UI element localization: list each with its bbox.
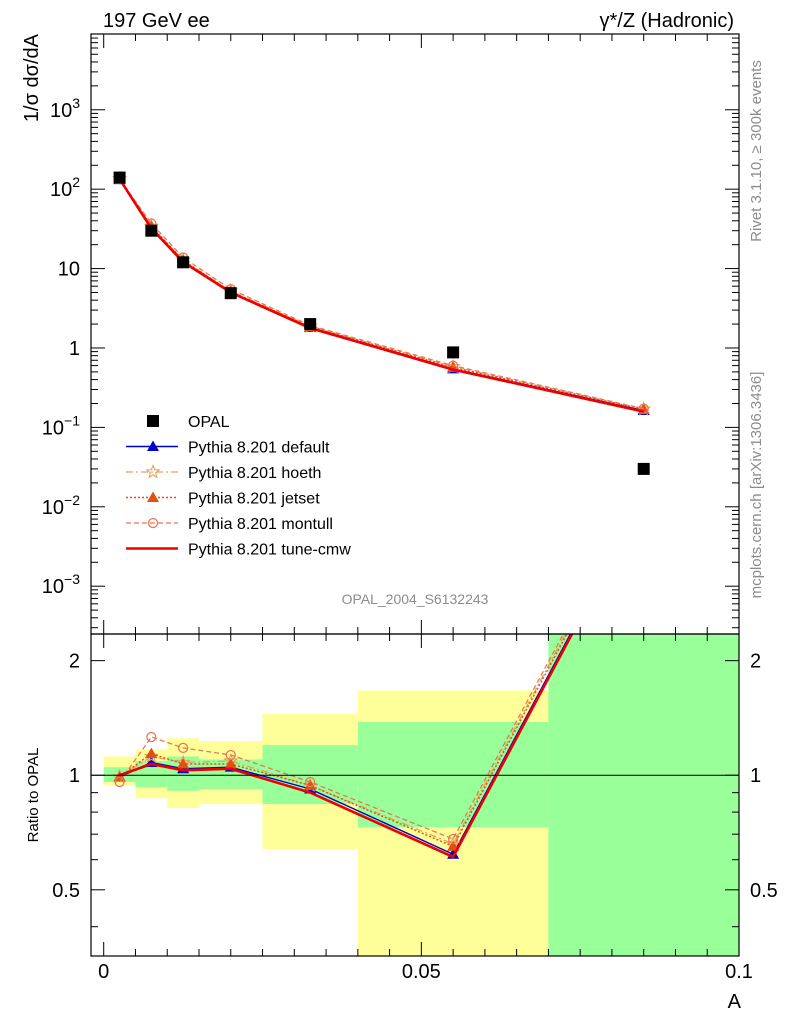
main-line-tune_cmw <box>118 178 644 413</box>
ratio-point-jetset <box>224 758 237 769</box>
main-line-jetset <box>119 177 644 411</box>
ratio-point-jetset <box>447 840 460 851</box>
ratio-frame <box>90 633 740 957</box>
x-tick-label: 0.1 <box>725 961 753 983</box>
main-point-opal <box>447 346 460 359</box>
legend-label-default: Pythia 8.201 default <box>188 440 330 457</box>
main-point-opal <box>145 224 158 237</box>
ratio-point-montull <box>177 742 189 754</box>
ratio-point-montull <box>146 731 157 743</box>
legend-marker-jetset <box>147 491 159 502</box>
main-point-montull <box>638 403 649 414</box>
main-point-opal <box>177 256 190 269</box>
main-y-tick-label: 10−2 <box>42 492 80 519</box>
legend-marker-opal <box>147 415 159 427</box>
side-label-mcplots: mcplots.cern.ch [arXiv:1306.3436] <box>748 372 765 599</box>
band-inner-6 <box>548 634 739 956</box>
main-point-opal <box>224 287 237 300</box>
x-axis-label: A <box>728 991 742 1013</box>
main-y-tick-label: 1 <box>69 338 80 360</box>
ratio-point-default <box>638 490 650 501</box>
main-y-tick-label: 103 <box>50 95 80 122</box>
legend-label-tune_cmw: Pythia 8.201 tune-cmw <box>188 542 351 559</box>
ratio-y-axis-label: Ratio to OPAL <box>25 748 42 843</box>
band-inner-5 <box>357 721 549 828</box>
header-energy: 197 GeV ee <box>103 10 210 32</box>
main-y-axis-label: 1/σ dσ/dA <box>21 33 43 122</box>
ratio-point-jetset <box>638 484 650 495</box>
ratio-point-montull <box>114 776 125 788</box>
ratio-line-montull <box>119 634 565 840</box>
x-tick-label: 0 <box>98 961 109 983</box>
legend-marker-default <box>147 440 159 451</box>
main-y-tick-label: 10 <box>58 259 80 281</box>
ratio-series-group <box>111 480 650 859</box>
axes-group: 10−3 10−2 10−1 1 10 102 103 0.5 0.5 1 1 2 2 0 0.05 0.1 <box>42 33 778 983</box>
main-y-tick-label: 102 <box>50 174 80 201</box>
ratio-y-tick-label-right: 0.5 <box>750 880 778 902</box>
legend-label-montull: Pythia 8.201 montull <box>188 516 333 533</box>
ratio-point-montull <box>305 776 316 788</box>
x-tick-label: 0.05 <box>402 961 441 983</box>
legend-marker-hoeth <box>145 463 161 479</box>
ratio-line-tune_cmw <box>119 634 574 859</box>
main-line-montull <box>119 178 644 410</box>
ratio-uncertainty-bands <box>103 634 739 956</box>
main-y-tick-label: 10−3 <box>42 571 80 598</box>
ratio-y-tick-label-right: 1 <box>750 765 761 787</box>
main-point-opal <box>113 171 126 184</box>
side-label-rivet: Rivet 3.1.10, ≥ 300k events <box>748 60 765 242</box>
ratio-y-tick-label: 0.5 <box>52 880 80 902</box>
band-inner-4 <box>262 745 358 805</box>
legend-label-opal: OPAL <box>188 414 230 431</box>
ratio-y-tick-label-right: 2 <box>750 651 761 673</box>
main-y-tick-label: 10−1 <box>42 412 80 439</box>
ratio-point-montull <box>639 480 648 489</box>
ratio-point-jetset <box>145 747 158 759</box>
legend-marker-montull <box>147 517 159 529</box>
legend-label-jetset: Pythia 8.201 jetset <box>188 491 320 508</box>
ratio-point-montull <box>225 749 236 761</box>
ratio-point-montull <box>447 833 459 845</box>
ratio-point-jetset <box>177 758 190 769</box>
main-point-opal <box>637 462 650 475</box>
ratio-y-tick-label: 2 <box>69 651 80 673</box>
ratio-y-tick-label: 1 <box>69 765 80 787</box>
main-series-group <box>111 170 652 475</box>
ratio-point-jetset <box>304 779 317 790</box>
header-process: γ*/Z (Hadronic) <box>600 10 734 32</box>
legend-label-hoeth: Pythia 8.201 hoeth <box>188 465 321 482</box>
main-line-hoeth <box>119 178 644 410</box>
legend: OPAL Pythia 8.201 default Pythia 8.201 hoe… <box>126 414 351 559</box>
ratio-point-hoeth <box>638 481 650 493</box>
watermark: OPAL_2004_S6132243 <box>342 591 489 607</box>
main-point-opal <box>304 318 317 331</box>
main-line-default <box>119 179 644 412</box>
